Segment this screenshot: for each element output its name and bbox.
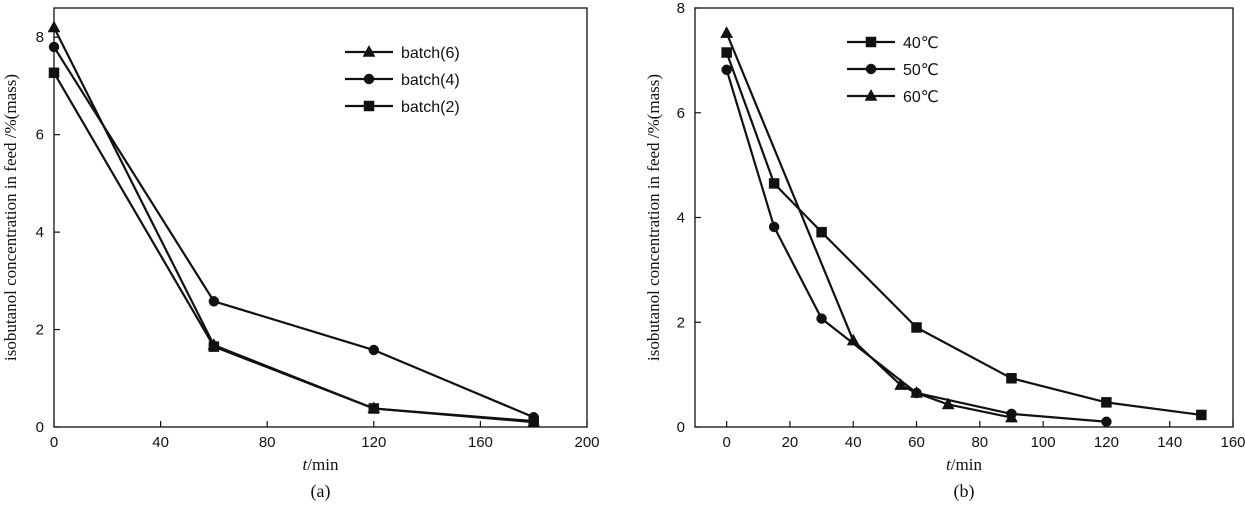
x-axis-label-var: t <box>946 455 952 474</box>
legend-item: batch(2) <box>345 99 460 116</box>
data-point <box>768 178 780 189</box>
x-axis-label: t/min <box>303 455 339 474</box>
y-tick-label: 6 <box>677 105 685 122</box>
x-tick-label: 80 <box>971 434 988 451</box>
x-tick-label: 40 <box>152 434 169 451</box>
x-tick-label: 0 <box>50 434 58 451</box>
series-line <box>53 72 534 423</box>
data-point <box>48 67 60 79</box>
y-tick-label: 2 <box>677 314 685 331</box>
series-triangle <box>720 26 1018 423</box>
plot-frame <box>694 7 1234 428</box>
x-axis-label-var: t <box>303 455 309 474</box>
x-tick-label: 40 <box>845 434 862 451</box>
legend-item: batch(6) <box>345 44 460 62</box>
legend-item: 40℃ <box>847 35 939 52</box>
y-tick-label: 8 <box>677 0 685 17</box>
data-point <box>208 341 220 352</box>
chart-panel-b: 0 20 40 60 80 100 120 140 160 0 2 4 6 8 isobutanol con… <box>644 0 1245 502</box>
data-point <box>1196 409 1207 421</box>
series-square <box>48 67 539 427</box>
y-axis-label: isobutanol concentration in feed /%(mass… <box>644 74 663 361</box>
x-tick-label: 160 <box>468 434 493 451</box>
data-point <box>528 415 539 427</box>
y-tick-label: 6 <box>36 127 44 144</box>
plot-frame <box>53 7 588 428</box>
legend-marker <box>865 36 877 48</box>
legend-marker <box>362 44 376 57</box>
legend-item: batch(4) <box>345 72 460 89</box>
series-line <box>725 52 1202 417</box>
series-square <box>721 47 1207 421</box>
data-point <box>894 378 908 390</box>
series-triangle <box>47 20 541 427</box>
x-tick-label: 140 <box>1157 434 1182 451</box>
data-point <box>816 226 827 238</box>
y-tick-label: 0 <box>36 419 44 436</box>
data-point <box>768 221 780 233</box>
x-tick-label: 0 <box>722 434 730 451</box>
legend-marker <box>363 73 375 85</box>
data-point <box>720 26 734 38</box>
x-tick-label: 120 <box>1094 434 1119 451</box>
data-point <box>816 313 827 324</box>
data-point <box>368 344 380 356</box>
y-axis-label: isobutanol concentration in feed /%(mass… <box>1 74 20 361</box>
data-point <box>910 385 923 398</box>
x-tick-label: 20 <box>782 434 799 451</box>
legend-label: batch(6) <box>401 45 460 62</box>
series-circle <box>48 41 539 423</box>
legend-marker <box>363 100 375 112</box>
x-tick-label: 120 <box>361 434 386 451</box>
data-point <box>846 333 860 346</box>
legend-label: batch(4) <box>401 72 460 89</box>
x-axis-label: t/min <box>946 455 982 474</box>
x-tick-label: 160 <box>1220 434 1245 451</box>
legend-item: 50℃ <box>847 62 939 79</box>
legend-marker <box>865 63 877 75</box>
legend-label: 40℃ <box>903 35 939 52</box>
data-point <box>1005 410 1018 423</box>
x-axis-label-unit: /min <box>307 455 339 474</box>
y-tick-label: 8 <box>36 29 44 46</box>
series-circle <box>721 64 1112 428</box>
y-tick-label: 4 <box>677 210 685 227</box>
data-point <box>208 296 220 307</box>
panel-label: (a) <box>311 481 331 502</box>
x-axis-label-unit: /min <box>951 455 983 474</box>
series-line <box>725 32 1012 419</box>
data-point <box>368 403 380 414</box>
x-tick-label: 200 <box>574 434 599 451</box>
series-line <box>725 69 1107 423</box>
data-point <box>721 64 732 76</box>
legend-item: 60℃ <box>847 88 939 106</box>
legend-label: 50℃ <box>903 62 939 79</box>
data-point <box>1101 416 1112 428</box>
panel-label: (b) <box>954 481 975 502</box>
y-tick-label: 2 <box>36 322 44 339</box>
data-point <box>941 397 955 410</box>
legend-label: 60℃ <box>903 89 939 106</box>
y-tick-label: 4 <box>36 224 44 241</box>
legend-label: batch(2) <box>401 99 460 116</box>
data-point <box>911 322 922 333</box>
x-tick-label: 60 <box>908 434 925 451</box>
data-point <box>1101 397 1112 408</box>
series-line <box>53 26 534 424</box>
x-tick-label: 80 <box>259 434 276 451</box>
legend-marker <box>864 88 878 101</box>
chart-panel-a: 0 40 80 120 160 200 0 2 4 6 8 isobutanol concentrat… <box>1 7 600 502</box>
x-tick-label: 100 <box>1031 434 1056 451</box>
data-point <box>48 41 60 53</box>
series-line <box>53 46 535 419</box>
y-tick-label: 0 <box>677 419 685 436</box>
data-point <box>721 47 732 58</box>
data-point <box>47 20 61 33</box>
data-point <box>1006 373 1017 384</box>
